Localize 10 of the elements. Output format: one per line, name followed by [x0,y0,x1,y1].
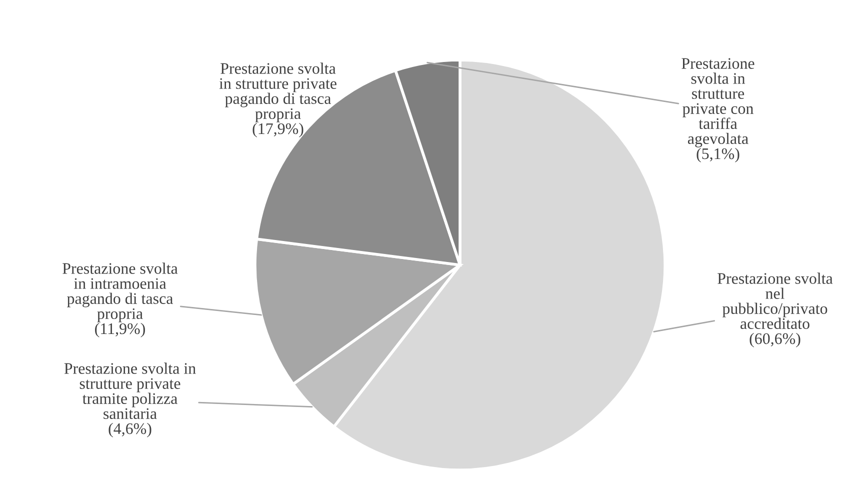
data-label: (4,6%) [108,422,152,438]
slice-label: Prestazione svolta in strutture private con tariffa agevolata [682,58,754,148]
slice-label: Prestazione svolta nel pubblico/privato accreditato [718,272,833,330]
data-label: (60,6%) [750,332,800,348]
data-label: (11,9%) [95,322,145,338]
slice-label: Prestazione svolta in intramoenia pagando di tasca propria [62,262,178,322]
slice-label: Prestazione svolta in strutture private tramite polizza sanitaria [64,362,196,420]
data-label: (5,1%) [696,148,740,162]
slice-label: Prestazione svolta in strutture private pagando di tasca propria [219,62,336,122]
data-label: (17,9%) [252,122,304,138]
